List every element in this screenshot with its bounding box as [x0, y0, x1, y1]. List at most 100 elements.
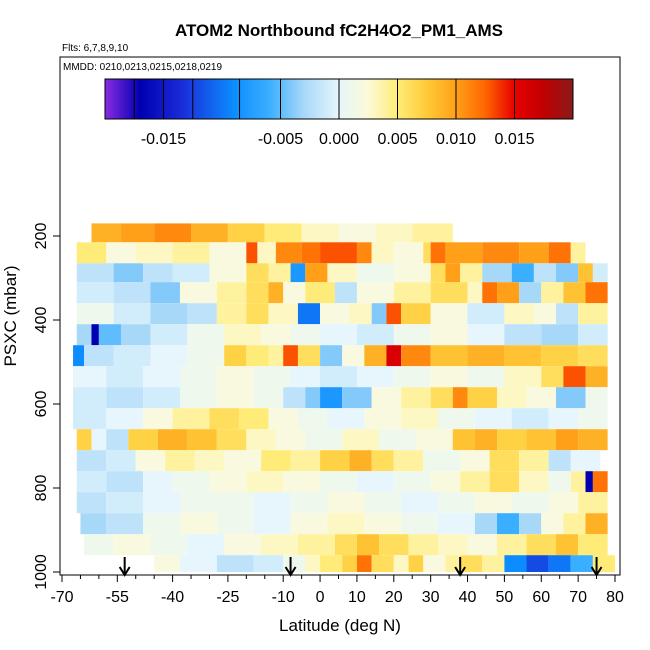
heatmap-cell [209, 263, 247, 283]
heatmap-cell [548, 408, 579, 430]
heatmap-cell [179, 282, 217, 304]
plot-frame [59, 56, 621, 576]
heatmap-cell [438, 534, 468, 556]
heatmap-cell [556, 429, 579, 451]
heatmap-cell [106, 471, 144, 493]
heatmap-cell [216, 282, 247, 304]
heatmap-cell [393, 450, 424, 472]
heatmap-cell [327, 408, 365, 430]
heatmap-cell [76, 263, 114, 283]
heatmap-cell [106, 387, 144, 409]
heatmap-cell [356, 263, 394, 283]
heatmap-cell [371, 387, 402, 409]
heatmap-cell [327, 492, 365, 514]
heatmap-cell [216, 513, 254, 535]
heatmap-cell [460, 263, 483, 283]
heatmap-cell [511, 263, 534, 283]
colorbar-dividers [133, 79, 515, 119]
x-tick-label: 0 [316, 589, 325, 606]
heatmap-cell [423, 555, 446, 572]
heatmap-cell [320, 366, 357, 388]
heatmap-cell [511, 492, 549, 514]
heatmap-cell [386, 303, 402, 325]
heatmap-cell [467, 534, 498, 556]
heatmap-cell [320, 324, 357, 346]
colorbar-tick-label: 0.005 [377, 131, 417, 148]
heatmap-cell [320, 387, 343, 409]
heatmap-cell [342, 387, 372, 409]
heatmap-cell [320, 242, 357, 264]
heatmap-cell [191, 223, 228, 243]
heatmap-cell [445, 555, 461, 572]
heatmap-cell [423, 242, 431, 264]
heatmap-cell [445, 242, 483, 264]
heatmap-cell [578, 492, 608, 514]
x-tick-label: 40 [459, 589, 477, 606]
heatmap-cell [386, 345, 402, 367]
x-tick-label: -40 [161, 589, 184, 606]
heatmap-cell [548, 450, 571, 472]
heatmap-cell [253, 513, 291, 535]
heatmap-cell [143, 263, 173, 283]
heatmap-cell [519, 282, 542, 304]
heatmap-cell [261, 450, 291, 472]
heatmap-cell [283, 387, 306, 409]
heatmap-cell [76, 450, 107, 472]
heatmap-cell [179, 492, 217, 514]
heatmap-cell [150, 282, 180, 304]
heatmap-cell [338, 223, 376, 243]
x-tick-label: 20 [385, 589, 403, 606]
heatmap-cell [430, 387, 453, 409]
heatmap-cell [356, 282, 394, 304]
heatmap-cell [504, 555, 527, 572]
heatmap-cell [268, 263, 291, 283]
x-tick-label: -25 [216, 589, 239, 606]
heatmap-cell [224, 345, 247, 367]
colorbar-tick-labels: -0.015 -0.005 0.000 0.005 0.010 0.015 [141, 131, 535, 148]
heatmap-cell [497, 513, 520, 535]
heatmap-cell [224, 324, 262, 346]
heatmap-cell [585, 282, 608, 304]
heatmap-cell [246, 345, 269, 367]
x-tick-label: 60 [532, 589, 550, 606]
heatmap-cell [364, 345, 387, 367]
heatmap-cell [541, 324, 579, 346]
heatmap-cell [467, 345, 505, 367]
heatmap-cell [187, 303, 217, 325]
heatmap-cell [541, 513, 564, 535]
heatmap-cell [393, 366, 431, 388]
heatmap-cell [113, 263, 144, 283]
heatmap-cell [592, 263, 608, 283]
heatmap-cell [504, 324, 542, 346]
colorbar-tick-label: 0.010 [436, 131, 476, 148]
heatmap-cell [143, 471, 173, 493]
x-tick-label: 70 [569, 589, 587, 606]
heatmap-cell [570, 450, 601, 472]
heatmap-cell [430, 366, 468, 388]
heatmap-cell [143, 387, 180, 409]
heatmap-cell [474, 408, 512, 430]
heatmap-cell [438, 492, 475, 514]
heatmap-cell [305, 429, 343, 451]
x-tick-label: 30 [422, 589, 440, 606]
heatmap-cell [563, 282, 586, 304]
heatmap-cell [150, 534, 188, 556]
heatmap-cell [154, 555, 180, 572]
heatmap-cell [290, 366, 321, 388]
heatmap-cell [297, 408, 328, 430]
heatmap-cell [364, 492, 402, 514]
heatmap-cell [76, 429, 92, 451]
heatmap-cell [401, 387, 431, 409]
heatmap-cell [150, 324, 188, 346]
heatmap-cell [519, 450, 549, 472]
heatmap-cell [305, 555, 321, 572]
heatmap-cell [320, 450, 350, 472]
heatmap-cell [533, 303, 557, 325]
heatmap-cell [438, 408, 475, 430]
heatmap-cell [445, 263, 461, 283]
heatmap-cell [423, 450, 461, 472]
heatmap-cell [113, 534, 151, 556]
heatmap-cell [460, 471, 490, 493]
heatmap-cell [253, 555, 284, 572]
